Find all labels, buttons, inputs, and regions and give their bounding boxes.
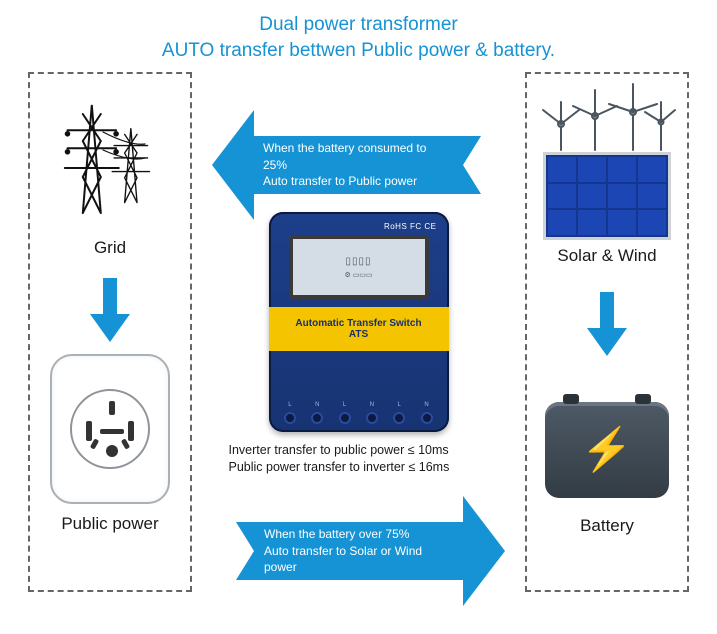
callout-bottom-tail <box>236 522 254 580</box>
callout-top: When the battery consumed to 25% Auto tr… <box>212 136 481 194</box>
arrow-down-icon <box>585 292 629 358</box>
callout-top-body: When the battery consumed to 25% Auto tr… <box>253 136 463 194</box>
device-terminals <box>277 412 441 424</box>
spec-lines: Inverter transfer to public power ≤ 10ms… <box>229 440 489 477</box>
callout-bottom-line2: Auto transfer to Solar or Wind power <box>264 543 454 577</box>
grid-panel: Grid <box>30 82 190 258</box>
arrow-down-icon <box>88 278 132 344</box>
battery-label: Battery <box>580 516 634 536</box>
outlet-icon <box>70 389 150 469</box>
device-screen: ▯▯▯▯ ⚙ ▭▭▭ <box>289 235 429 299</box>
solar-wind-panel: Solar & Wind <box>527 82 687 266</box>
device-yellow-band: Automatic Transfer Switch ATS <box>269 307 449 351</box>
bolt-icon: ⚡ <box>581 426 633 475</box>
callout-top-arrowhead <box>212 110 254 220</box>
main-row: Grid Public power <box>0 72 717 608</box>
center-column: When the battery consumed to 25% Auto tr… <box>200 72 517 608</box>
device-band-line2: ATS <box>349 329 368 340</box>
callout-top-tail <box>463 136 481 194</box>
title-line-1: Dual power transformer <box>0 14 717 36</box>
ats-device: RoHS FC CE ▯▯▯▯ ⚙ ▭▭▭ Automatic Transfer… <box>269 212 449 432</box>
public-power-panel: Public power <box>30 354 190 534</box>
device-cert-text: RoHS FC CE <box>277 220 441 231</box>
solar-panel-icon <box>543 152 671 240</box>
callout-bottom-arrowhead <box>463 496 505 606</box>
grid-label: Grid <box>94 238 126 258</box>
title-block: Dual power transformer AUTO transfer bet… <box>0 0 717 72</box>
battery-icon: ⚡ <box>545 402 669 498</box>
public-power-label: Public power <box>61 514 158 534</box>
callout-bottom-line1: When the battery over 75% <box>264 526 454 543</box>
device-terminal-labels: LNLNLN <box>277 402 441 408</box>
battery-panel: ⚡ Battery <box>527 380 687 536</box>
grid-public-box: Grid Public power <box>28 72 192 592</box>
callout-top-line1: When the battery consumed to 25% <box>263 140 453 174</box>
solar-wind-label: Solar & Wind <box>557 246 656 266</box>
device-band-line1: Automatic Transfer Switch <box>295 318 421 329</box>
callout-bottom-body: When the battery over 75% Auto transfer … <box>254 522 464 580</box>
solar-battery-box: Solar & Wind ⚡ Battery <box>525 72 689 592</box>
grid-towers-icon <box>45 82 175 232</box>
spec-line-1: Inverter transfer to public power ≤ 10ms <box>229 443 489 457</box>
outlet-frame <box>50 354 170 504</box>
wind-turbines-icon <box>537 82 677 152</box>
callout-top-line2: Auto transfer to Public power <box>263 173 453 190</box>
title-line-2: AUTO transfer bettwen Public power & bat… <box>0 40 717 62</box>
callout-bottom: When the battery over 75% Auto transfer … <box>236 522 505 580</box>
spec-line-2: Public power transfer to inverter ≤ 16ms <box>229 460 489 474</box>
